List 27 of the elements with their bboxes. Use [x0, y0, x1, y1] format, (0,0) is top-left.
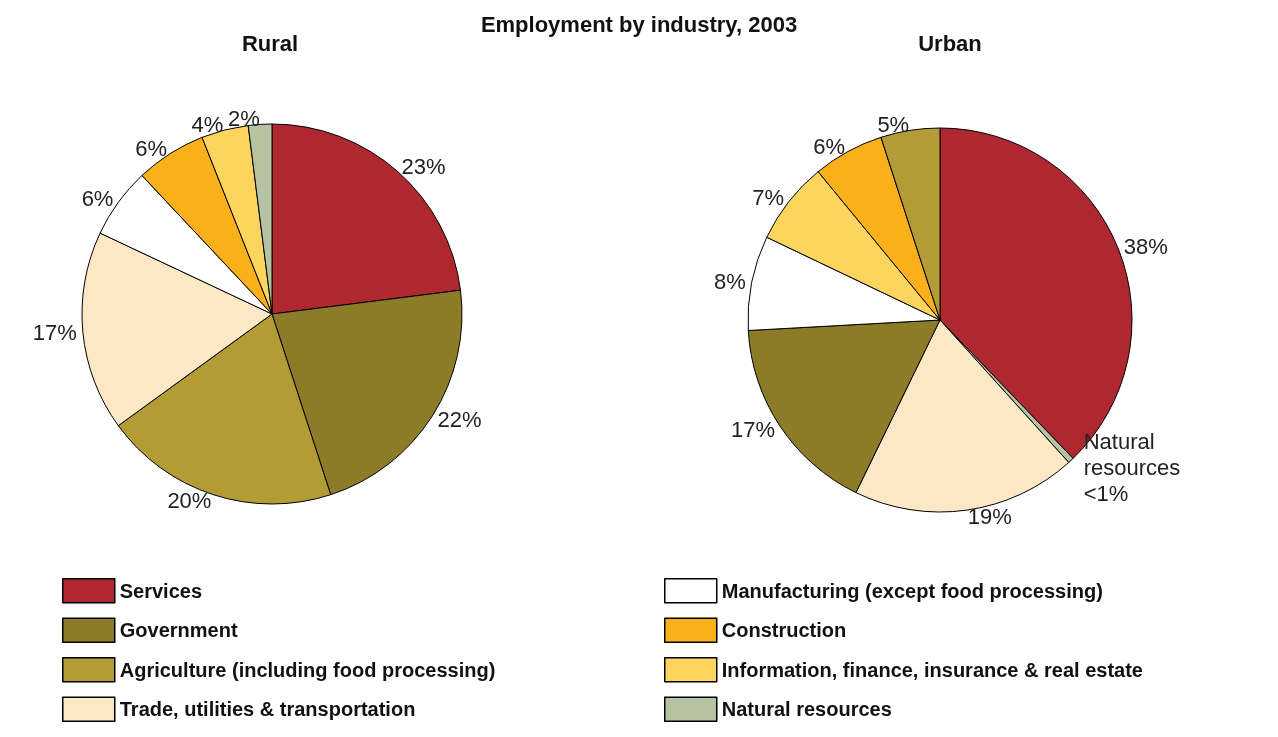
legend-label: Information, finance, insurance & real estate [721, 658, 1143, 681]
data-label: 8% [713, 269, 746, 295]
data-label: 38% [1123, 233, 1168, 259]
data-label: 6% [81, 186, 114, 212]
data-label: 7% [752, 185, 785, 211]
data-label: 2% [227, 105, 260, 131]
legend-label: Manufacturing (except food processing) [721, 579, 1103, 602]
data-label: 23% [401, 154, 446, 180]
data-label: 22% [437, 406, 482, 432]
data-label: 6% [813, 133, 846, 159]
data-label: 4% [191, 111, 224, 137]
chart-subtitle: Rural [241, 30, 299, 56]
data-label: 6% [135, 136, 167, 162]
data-label: 19% [967, 503, 1012, 529]
legend-label: Services [119, 579, 203, 602]
data-label: 5% [877, 111, 910, 137]
legend-label: Government [119, 619, 238, 642]
data-label: Natural resources <1% [1083, 429, 1187, 507]
data-label: 17% [32, 319, 77, 345]
legend-label: Natural resources [721, 698, 892, 721]
legend-label: Agriculture (including food processing) [119, 658, 496, 681]
data-label: 17% [731, 417, 776, 443]
chart-title: Employment by industry, 2003 [480, 11, 798, 37]
legend-label: Construction [721, 619, 847, 642]
legend-label: Trade, utilities & transportation [119, 698, 416, 721]
chart-subtitle: Urban [918, 30, 982, 56]
data-label: 20% [167, 487, 212, 513]
